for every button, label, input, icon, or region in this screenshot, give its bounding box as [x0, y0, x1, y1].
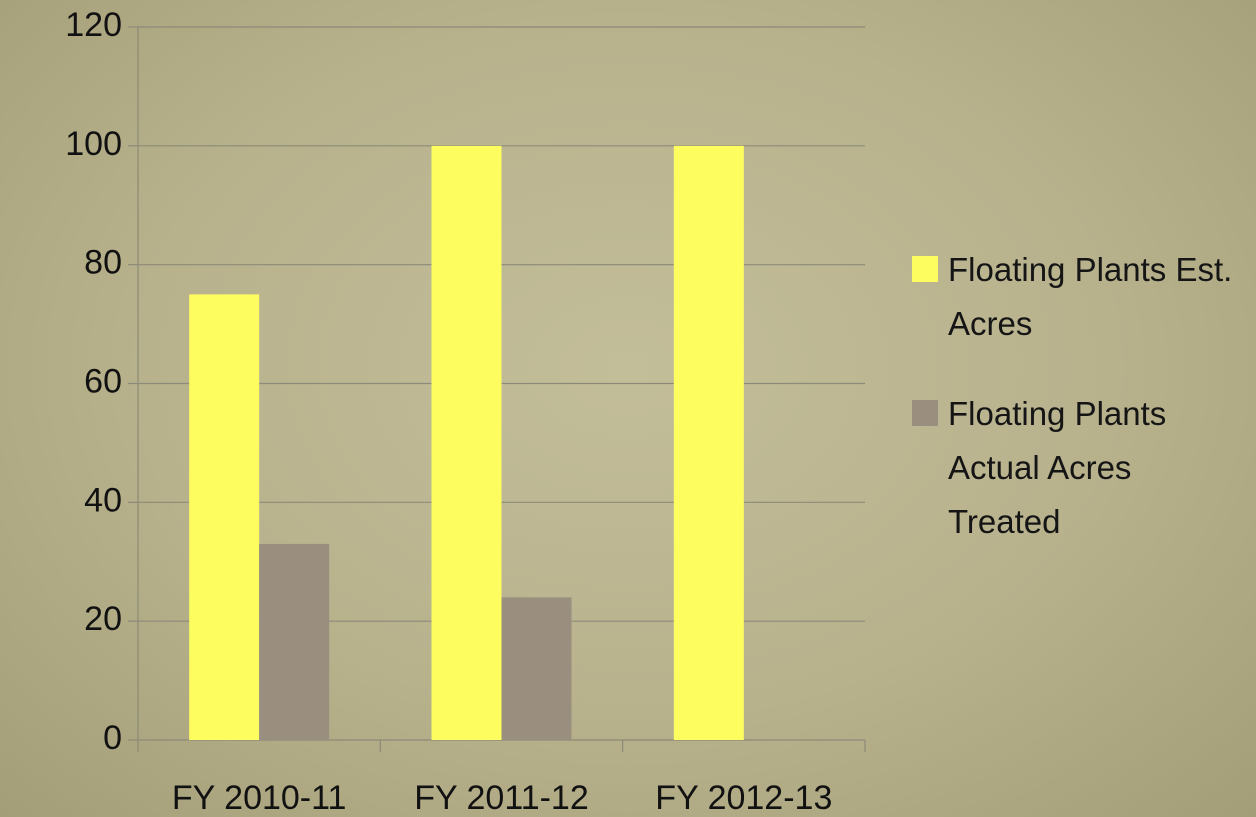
legend-label: Floating Plants Est. Acres — [948, 251, 1233, 342]
legend-swatch — [912, 256, 938, 282]
legend-entry: Floating Plants Est. Acres — [912, 247, 1256, 351]
y-tick-label: 120 — [65, 6, 122, 44]
y-tick-label: 40 — [84, 481, 122, 519]
bar — [189, 294, 260, 740]
y-tick-label: 60 — [84, 362, 122, 400]
legend-entry: Floating Plants Actual Acres Treated — [912, 391, 1256, 549]
y-tick-label: 0 — [103, 719, 122, 757]
x-tick-label: FY 2010-11 — [172, 779, 347, 817]
legend: Floating Plants Est. Acres Floating Plant… — [912, 247, 1256, 589]
bar — [501, 597, 572, 740]
legend-swatch — [912, 400, 938, 426]
y-tick-label: 80 — [84, 244, 122, 282]
x-tick-label: FY 2011-12 — [414, 779, 589, 817]
legend-label: Floating Plants Actual Acres Treated — [948, 395, 1167, 540]
bar — [259, 543, 330, 740]
y-tick-label: 20 — [84, 600, 122, 638]
bar — [431, 145, 502, 741]
y-tick-label: 100 — [65, 125, 122, 163]
bar — [673, 145, 744, 741]
x-tick-label: FY 2012-13 — [655, 779, 832, 817]
